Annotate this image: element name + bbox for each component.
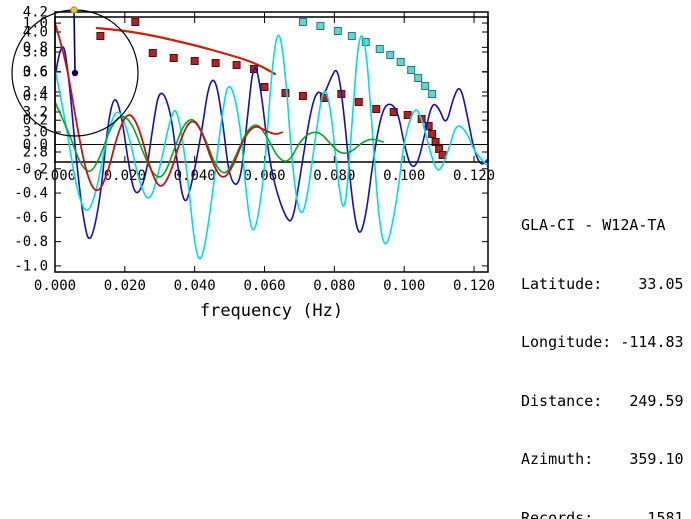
- waveform-navy: [54, 46, 489, 240]
- alternate-dispersion-points: [361, 38, 370, 46]
- x-axis-label: frequency (Hz): [200, 301, 343, 321]
- alternate-dispersion-points: [347, 32, 356, 40]
- measured-dispersion-points: [260, 83, 269, 91]
- y-tick-label: -0.4: [14, 186, 48, 202]
- measured-dispersion-points: [190, 57, 199, 65]
- y-tick-label: 3.8: [23, 45, 48, 61]
- x-tick-label: 0.020: [104, 168, 146, 184]
- y-tick-label: 3.4: [23, 85, 48, 101]
- y-tick-label: -0.6: [14, 210, 48, 226]
- measured-dispersion-points: [428, 130, 437, 138]
- latitude-line: Latitude: 33.05: [521, 274, 684, 293]
- x-tick-label: 0.100: [383, 278, 425, 294]
- alternate-dispersion-points: [386, 51, 395, 59]
- reference-dispersion-curve: [95, 26, 277, 76]
- x-tick-label: 0.100: [383, 168, 425, 184]
- y-tick-label: 0.8: [23, 40, 48, 56]
- x-tick-label: 0.040: [174, 168, 216, 184]
- x-tick-label: 0.060: [243, 278, 285, 294]
- waveform-cyan: [54, 34, 489, 260]
- measured-dispersion-points: [211, 59, 220, 67]
- dispersion-chart: 0.000 0.020 0.040 0.060 0.080 0.100 0.1202.83.…: [23, 5, 495, 185]
- x-tick-label: 0.080: [313, 168, 355, 184]
- y-tick-label: 3.6: [23, 65, 48, 81]
- alternate-dispersion-points: [316, 22, 325, 30]
- x-tick-label: 0.020: [104, 278, 146, 294]
- y-tick-label: -0.8: [14, 234, 48, 250]
- measured-dispersion-points: [96, 32, 105, 40]
- alternate-dispersion-points: [375, 45, 384, 53]
- waveform-red: [54, 22, 283, 192]
- x-tick-label: 0.120: [453, 168, 495, 184]
- measured-dispersion-points: [354, 98, 363, 106]
- y-tick-label: 0.0: [23, 137, 48, 153]
- center-marker-icon: [71, 69, 79, 77]
- azimuth-line: Azimuth: 359.10: [521, 450, 684, 468]
- measured-dispersion-points: [372, 105, 381, 113]
- alternate-dispersion-points: [414, 74, 423, 82]
- x-tick-label: 0.120: [453, 278, 495, 294]
- x-tick-label: 0.040: [174, 278, 216, 294]
- station-marker-icon: [70, 6, 78, 14]
- y-tick-label: 2.8: [23, 145, 48, 161]
- measured-dispersion-points: [169, 54, 178, 62]
- measured-dispersion-points: [131, 18, 140, 26]
- y-tick-label: -1.0: [14, 258, 48, 274]
- distance-line: Distance: 249.59: [521, 391, 684, 410]
- alternate-dispersion-points: [396, 58, 405, 66]
- y-tick-label: 4.2: [23, 5, 48, 21]
- waveform-correlation-chart: 0.000 0.020 0.040 0.060 0.080 0.100 0.120 -1.0 -…: [14, 16, 495, 321]
- alternate-dispersion-points: [407, 66, 416, 74]
- azimuth-plot: [11, 6, 139, 137]
- measured-dispersion-points: [281, 89, 290, 97]
- alternate-dispersion-points: [428, 90, 437, 98]
- alternate-dispersion-points: [298, 18, 307, 26]
- y-tick-label: 3.0: [23, 125, 48, 141]
- y-tick-label: 0.4: [23, 88, 48, 104]
- records-line: Records: 1581: [521, 508, 684, 519]
- alternate-dispersion-points: [333, 27, 342, 35]
- x-tick-label: 0.080: [313, 278, 355, 294]
- measured-dispersion-points: [232, 61, 241, 69]
- station-info-panel: GLA-CI - W12A-TA Latitude: 33.05 Longitu…: [521, 177, 684, 519]
- y-tick-label: 4.0: [23, 25, 48, 41]
- y-tick-label: 0.6: [23, 64, 48, 80]
- x-tick-label: 0.060: [243, 168, 285, 184]
- azimuth-direction-line: [73, 9, 76, 74]
- plot-frame: [54, 16, 489, 273]
- alternate-dispersion-points: [421, 82, 430, 90]
- y-tick-label: -0.2: [14, 161, 48, 177]
- station-pair-title: GLA-CI - W12A-TA: [521, 216, 666, 234]
- longitude-line: Longitude: -114.83: [521, 333, 684, 351]
- measured-dispersion-points: [148, 49, 157, 57]
- x-tick-label: 0.000: [34, 278, 76, 294]
- measured-dispersion-points: [424, 122, 433, 130]
- measured-dispersion-points: [298, 92, 307, 100]
